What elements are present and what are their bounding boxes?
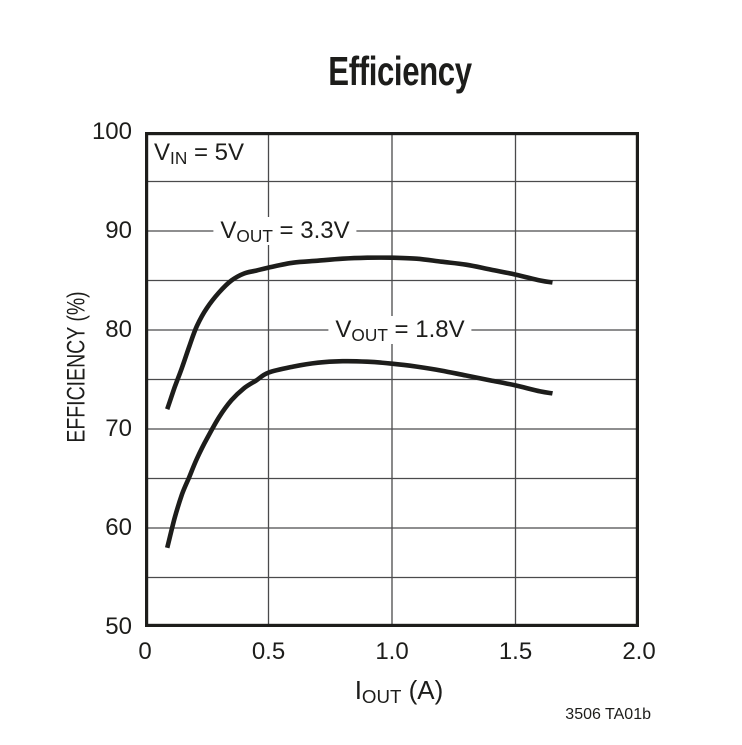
y-tick-label: 80 xyxy=(105,316,132,343)
x-tick-label: 0.5 xyxy=(251,638,286,665)
x-tick-label: 1.0 xyxy=(375,638,409,665)
plot-area xyxy=(145,132,639,627)
efficiency-curve xyxy=(165,255,553,410)
efficiency-curve xyxy=(164,358,553,549)
figure-code: 3506 TA01b xyxy=(565,706,651,723)
x-tick-label: 2.0 xyxy=(622,638,656,665)
x-axis-label: IOUT (A) xyxy=(354,675,444,708)
y-tick-label: 70 xyxy=(105,415,132,442)
y-tick-label: 60 xyxy=(105,514,132,541)
chart-title: Efficiency xyxy=(328,48,472,94)
y-tick-label: 100 xyxy=(91,118,132,145)
data-curves xyxy=(164,255,553,549)
gridlines xyxy=(145,132,639,627)
y-tick-label: 50 xyxy=(105,613,132,640)
x-tick-label: 0 xyxy=(138,638,152,665)
y-tick-label: 90 xyxy=(105,217,132,244)
series-label-vout-3v3: VOUT = 3.3V xyxy=(213,217,357,245)
condition-label-vin: VIN = 5V xyxy=(154,139,245,168)
plot-border xyxy=(145,132,639,627)
y-axis-label: EFFICIENCY (%) xyxy=(62,291,91,443)
series-label-vout-1v8: VOUT = 1.8V xyxy=(328,316,472,344)
x-tick-label: 1.5 xyxy=(498,638,533,665)
